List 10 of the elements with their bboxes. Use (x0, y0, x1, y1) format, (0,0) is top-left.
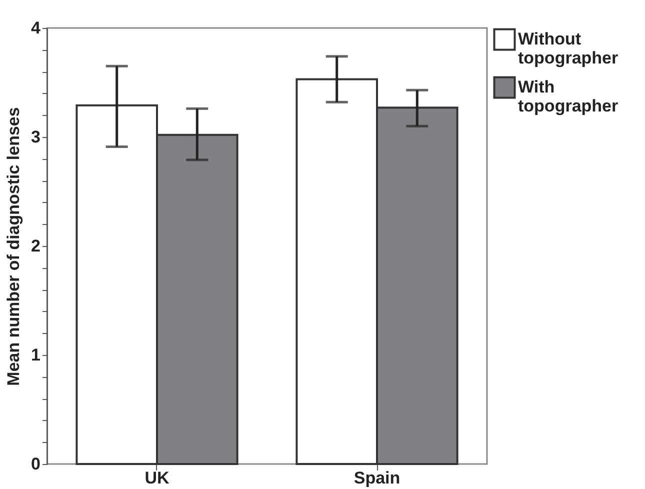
x-tick-label: Spain (354, 468, 400, 488)
y-tick-label: 3 (31, 128, 40, 146)
y-tick-label: 1 (31, 346, 40, 364)
legend-label: With topographer (518, 78, 618, 116)
y-tick-label: 0 (31, 454, 40, 474)
y-tick-label: 2 (31, 236, 40, 256)
y-axis-title: Mean number of diagnostic lenses (4, 107, 24, 386)
legend-label: Without topographer (518, 30, 618, 68)
y-tick-label: 4 (31, 18, 42, 38)
x-tick-label: UK (144, 468, 170, 488)
